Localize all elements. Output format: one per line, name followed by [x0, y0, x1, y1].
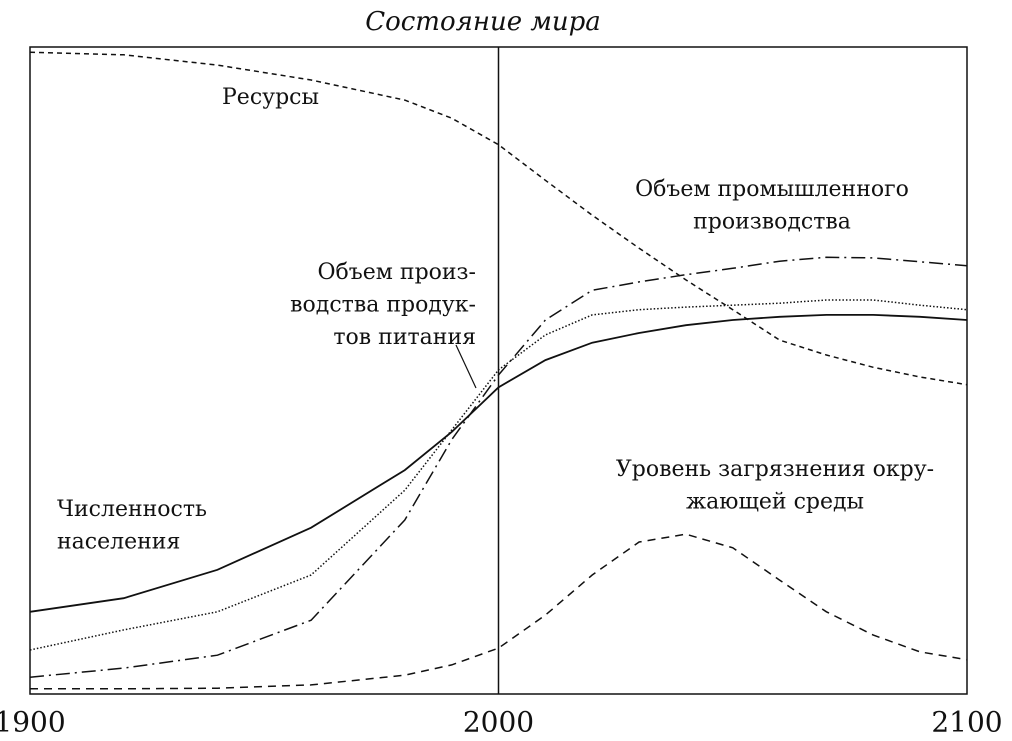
x-tick-label: 2100: [931, 706, 1002, 739]
series-label: Объем произ-: [318, 260, 477, 285]
series-label: Уровень загрязнения окру-: [616, 457, 934, 482]
series-label: Объем промышленного: [635, 177, 909, 202]
series-line: [30, 533, 968, 690]
series-label: тов питания: [333, 325, 476, 350]
x-tick-label: 2000: [463, 706, 534, 739]
x-tick-label: 1900: [0, 706, 66, 739]
series-line: [29, 314, 968, 613]
series-line: [29, 299, 968, 651]
leader-line: [455, 344, 477, 389]
series-label: Ресурсы: [222, 85, 319, 110]
series-label: жающей среды: [686, 490, 864, 515]
series-label: производства: [693, 210, 851, 235]
chart-title: Состояние мира: [365, 7, 601, 37]
series-label: водства продук-: [290, 293, 476, 318]
series-label: Численность: [57, 497, 207, 522]
series-label: населения: [57, 530, 180, 555]
